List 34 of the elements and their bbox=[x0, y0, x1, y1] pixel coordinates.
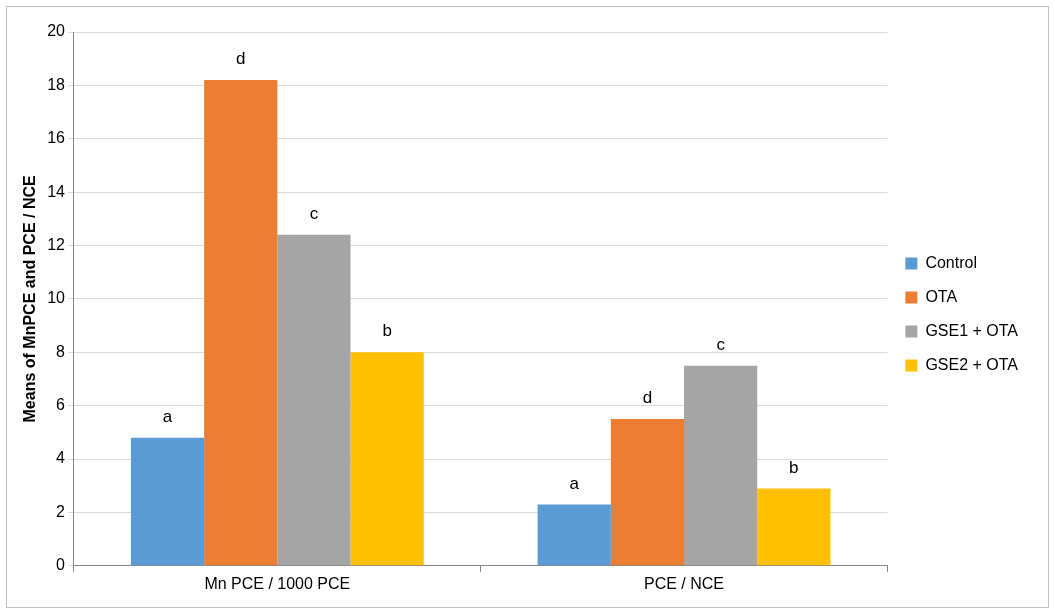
y-tick-label: 14 bbox=[47, 182, 66, 200]
bar bbox=[610, 419, 685, 566]
bar bbox=[537, 504, 611, 566]
y-tick-label: 0 bbox=[56, 556, 66, 574]
data-label: c bbox=[309, 204, 319, 224]
y-axis-title: Means of MnPCE and PCE / NCE bbox=[21, 175, 39, 423]
y-tick-label: 20 bbox=[47, 22, 66, 40]
legend-label: Control bbox=[925, 253, 977, 271]
x-tick-label: Mn PCE / 1000 PCE bbox=[204, 574, 351, 592]
data-label: b bbox=[789, 457, 799, 477]
bar bbox=[350, 352, 424, 566]
legend-label: OTA bbox=[925, 287, 958, 305]
legend-label: GSE1 + OTA bbox=[925, 321, 1019, 339]
data-label: d bbox=[236, 49, 246, 69]
bar bbox=[204, 80, 278, 566]
x-tick-label: PCE / NCE bbox=[644, 574, 725, 592]
data-label: a bbox=[569, 473, 580, 493]
bar bbox=[130, 437, 205, 566]
y-tick-label: 4 bbox=[56, 449, 66, 467]
bar bbox=[277, 234, 351, 566]
y-tick-label: 12 bbox=[47, 235, 66, 253]
bar bbox=[684, 365, 758, 566]
y-tick-label: 16 bbox=[47, 129, 66, 147]
bar bbox=[757, 488, 831, 566]
data-label: a bbox=[162, 406, 173, 426]
y-tick-label: 6 bbox=[56, 396, 66, 414]
data-label: d bbox=[642, 388, 653, 408]
data-label: c bbox=[716, 334, 726, 354]
y-tick-label: 10 bbox=[47, 289, 66, 307]
data-label: b bbox=[382, 321, 392, 341]
y-tick-label: 2 bbox=[56, 502, 66, 520]
legend-label: GSE2 + OTA bbox=[925, 355, 1019, 373]
y-tick-label: 18 bbox=[47, 75, 66, 93]
y-tick-label: 8 bbox=[56, 342, 66, 360]
